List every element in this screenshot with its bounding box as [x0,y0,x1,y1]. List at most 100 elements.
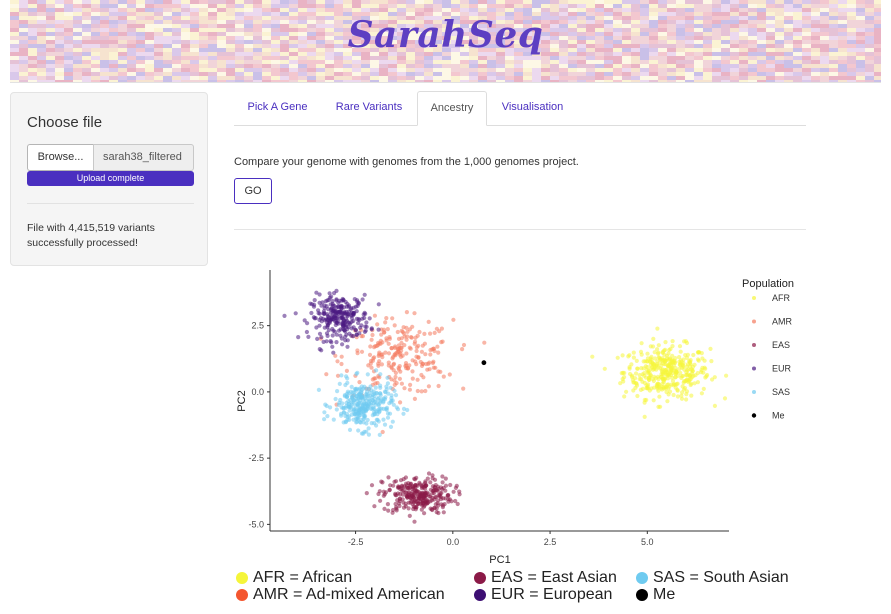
mosaic-tile [55,52,64,56]
mosaic-tile [820,76,829,80]
mosaic-tile [352,36,361,40]
data-point [364,391,369,397]
mosaic-tile [127,16,136,20]
mosaic-tile [838,28,847,32]
go-button[interactable]: GO [234,178,272,204]
mosaic-tile [154,40,163,44]
mosaic-tile [334,32,343,36]
mosaic-tile [379,48,388,52]
tab-visualisation[interactable]: Visualisation [501,101,564,113]
mosaic-tile [352,56,361,60]
tab-rare-variants[interactable]: Rare Variants [335,101,403,113]
mosaic-tile [820,60,829,64]
mosaic-tile [64,16,73,20]
mosaic-tile [514,80,523,82]
data-point [339,413,344,418]
mosaic-tile [658,8,667,12]
data-point [379,362,384,367]
mosaic-tile [217,16,226,20]
mosaic-tile [676,52,685,56]
data-point [435,344,440,349]
mosaic-tile [37,0,46,4]
series-eas [364,471,462,524]
browse-button[interactable]: Browse... [27,144,93,171]
mosaic-tile [424,40,433,44]
data-point [404,310,409,315]
mosaic-tile [172,40,181,44]
mosaic-tile [235,28,244,32]
mosaic-tile [847,24,856,28]
mosaic-tile [415,64,424,68]
mosaic-tile [28,36,37,40]
mosaic-tile [514,48,523,52]
mosaic-tile [127,32,136,36]
mosaic-tile [127,36,136,40]
data-point [416,498,421,503]
mosaic-tile [460,8,469,12]
mosaic-tile [253,0,262,4]
mosaic-tile [235,80,244,82]
data-point [671,368,676,373]
tab-pick-a-gene[interactable]: Pick A Gene [247,101,308,113]
mosaic-tile [415,36,424,40]
mosaic-tile [766,80,775,82]
mosaic-tile [586,60,595,64]
data-point [309,310,314,316]
mosaic-tile [658,72,667,76]
mosaic-tile [91,72,100,76]
data-point [392,388,397,393]
legend-key-sas [752,390,756,394]
mosaic-tile [505,60,514,64]
mosaic-tile [352,16,361,20]
file-input[interactable]: Browse... sarah38_filtered [27,144,194,171]
data-point [414,348,419,354]
mosaic-tile [550,0,559,4]
mosaic-tile [100,52,109,56]
mosaic-tile [343,0,352,4]
mosaic-tile [406,60,415,64]
mosaic-tile [82,8,91,12]
tab-ancestry[interactable]: Ancestry [417,91,487,126]
mosaic-tile [775,32,784,36]
mosaic-tile [793,48,802,52]
data-point [369,421,374,426]
mosaic-tile [622,52,631,56]
mosaic-tile [784,20,793,24]
mosaic-tile [145,16,154,20]
mosaic-tile [424,56,433,60]
mosaic-tile [136,36,145,40]
mosaic-tile [631,8,640,12]
mosaic-tile [109,68,118,72]
mosaic-tile [154,16,163,20]
mosaic-tile [622,0,631,4]
mosaic-tile [262,28,271,32]
mosaic-tile [847,52,856,56]
mosaic-tile [568,64,577,68]
mosaic-tile [811,56,820,60]
data-point [325,414,330,419]
mosaic-tile [802,76,811,80]
mosaic-tile [334,60,343,64]
mosaic-tile [649,56,658,60]
mosaic-tile [694,32,703,36]
data-point [317,311,322,316]
data-point [695,357,701,362]
data-point [335,359,340,364]
mosaic-tile [154,24,163,28]
mosaic-tile [541,24,550,28]
mosaic-tile [514,68,523,72]
mosaic-tile [856,36,865,40]
mosaic-tile [379,16,388,20]
mosaic-tile [478,68,487,72]
mosaic-tile [289,0,298,4]
mosaic-tile [613,68,622,72]
mosaic-tile [298,44,307,48]
mosaic-tile [685,8,694,12]
mosaic-tile [370,40,379,44]
mosaic-tile [397,80,406,82]
mosaic-tile [784,28,793,32]
data-point [333,313,338,318]
data-point [354,416,359,421]
mosaic-tile [82,52,91,56]
data-point [428,347,433,353]
